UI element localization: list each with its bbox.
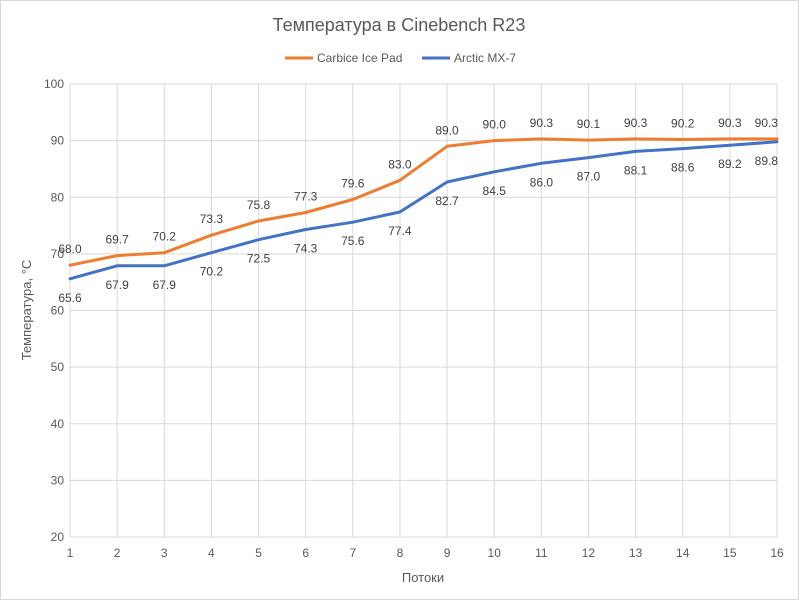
data-label: 90.3 — [718, 116, 742, 130]
data-label: 90.1 — [577, 117, 601, 131]
x-tick-label: 4 — [208, 546, 215, 560]
data-label: 73.3 — [200, 212, 224, 226]
y-tick-label: 40 — [51, 417, 65, 431]
data-label: 65.6 — [58, 291, 82, 305]
data-label: 74.3 — [294, 242, 318, 256]
data-label: 82.7 — [435, 194, 459, 208]
y-tick-label: 20 — [51, 530, 65, 544]
y-tick-label: 80 — [51, 190, 65, 204]
x-tick-label: 5 — [255, 546, 262, 560]
data-label: 79.6 — [341, 177, 365, 191]
data-label: 90.3 — [624, 116, 648, 130]
series-lines — [68, 137, 779, 281]
x-tick-label: 14 — [676, 546, 690, 560]
data-label: 72.5 — [247, 252, 271, 266]
x-tick-label: 11 — [535, 546, 548, 560]
data-label: 89.8 — [755, 154, 779, 168]
data-labels: 68.0 69.7 70.2 73.3 75.8 77.3 79.6 83.0 89.0 90.0… — [58, 116, 778, 305]
data-label: 75.6 — [341, 234, 365, 248]
y-tick-label: 90 — [51, 134, 65, 148]
x-tick-label: 13 — [629, 546, 643, 560]
data-label: 89.2 — [718, 157, 742, 171]
x-tick-label: 2 — [114, 546, 121, 560]
data-label: 77.4 — [388, 224, 412, 238]
x-axis-tick-labels: 1 2 3 4 5 6 7 8 9 10 11 12 13 14 15 16 — [67, 546, 784, 560]
x-tick-label: 12 — [582, 546, 596, 560]
data-label: 67.9 — [105, 278, 129, 292]
legend-label-carbice: Carbice Ice Pad — [317, 51, 402, 65]
data-label: 88.1 — [624, 163, 648, 177]
x-tick-label: 9 — [444, 546, 451, 560]
data-label: 70.2 — [200, 265, 224, 279]
data-label: 83.0 — [388, 157, 412, 171]
data-label: 90.0 — [483, 118, 507, 132]
y-tick-label: 100 — [44, 77, 64, 91]
y-axis-label: Температура, °C — [19, 260, 34, 361]
legend-label-arctic: Arctic MX-7 — [454, 51, 516, 65]
y-tick-label: 50 — [51, 360, 65, 374]
y-tick-label: 60 — [51, 304, 65, 318]
data-label: 77.3 — [294, 190, 318, 204]
data-label: 89.0 — [435, 123, 459, 137]
x-tick-label: 8 — [397, 546, 404, 560]
series-line-arctic — [68, 140, 779, 281]
horizontal-gridlines — [70, 83, 777, 538]
legend: Carbice Ice Pad Arctic MX-7 — [285, 51, 516, 65]
data-label: 68.0 — [58, 242, 82, 256]
x-tick-label: 7 — [349, 546, 356, 560]
data-label: 90.2 — [671, 116, 695, 130]
data-label: 90.3 — [530, 116, 554, 130]
data-label: 67.9 — [153, 278, 177, 292]
data-label: 69.7 — [105, 233, 129, 247]
x-tick-label: 1 — [67, 546, 74, 560]
data-label: 88.6 — [671, 161, 695, 175]
x-tick-label: 15 — [723, 546, 737, 560]
x-tick-label: 10 — [488, 546, 502, 560]
data-label: 84.5 — [483, 184, 507, 198]
series-line-carbice — [68, 137, 779, 267]
x-tick-label: 3 — [161, 546, 168, 560]
x-tick-label: 6 — [302, 546, 309, 560]
y-tick-label: 30 — [51, 473, 65, 487]
x-axis-label: Потоки — [402, 570, 444, 585]
y-tick-label: 70 — [51, 247, 65, 261]
y-axis-tick-labels: 20 30 40 50 60 70 80 90 100 — [44, 77, 64, 544]
x-tick-label: 16 — [770, 546, 784, 560]
data-label: 75.8 — [247, 198, 271, 212]
chart-title: Температура в Cinebench R23 — [273, 15, 526, 35]
data-label: 87.0 — [577, 170, 601, 184]
data-label: 70.2 — [153, 230, 177, 244]
data-label: 86.0 — [530, 175, 554, 189]
data-label: 90.3 — [755, 116, 779, 130]
